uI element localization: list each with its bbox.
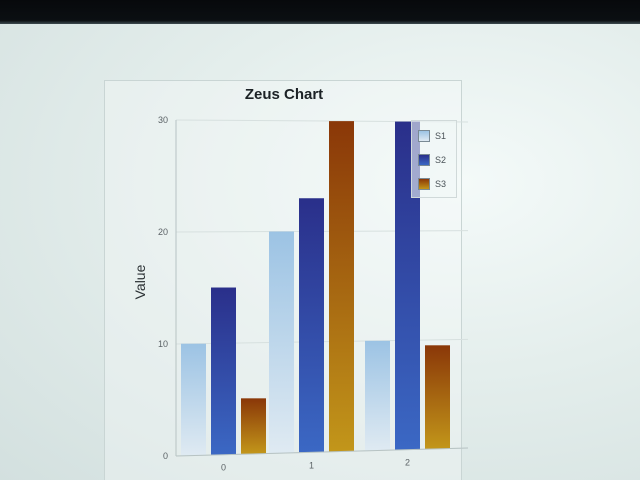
axis-layer: 0 10 20 30 0 1 2 xyxy=(158,115,469,473)
legend-label-s2: S2 xyxy=(435,155,447,165)
legend-swatch-s2 xyxy=(418,154,430,166)
legend-label-s1: S1 xyxy=(435,131,447,141)
bar-s2-cat-0 xyxy=(211,287,236,455)
y-tick-label-20: 20 xyxy=(158,227,168,237)
y-tick-label-30: 30 xyxy=(158,115,168,125)
x-tick-label-0: 0 xyxy=(221,463,226,473)
bar-s3-cat-1 xyxy=(329,121,354,452)
bar-s1-cat-1 xyxy=(269,231,294,454)
bar-layer xyxy=(181,121,450,456)
legend-swatch-s1 xyxy=(418,130,430,142)
legend-swatch-s3 xyxy=(418,178,430,190)
x-tick-label-1: 1 xyxy=(309,460,314,470)
bar-s1-cat-0 xyxy=(181,343,206,456)
y-tick-label-0: 0 xyxy=(163,451,168,461)
legend-item-s2: S2 xyxy=(418,153,446,167)
y-tick-label-10: 10 xyxy=(158,339,168,349)
legend-item-s3: S3 xyxy=(418,177,446,191)
bar-s2-cat-1 xyxy=(299,198,324,453)
bar-s3-cat-2 xyxy=(425,345,450,449)
dark-top-band xyxy=(0,0,640,24)
chart-title: Zeus Chart xyxy=(244,86,324,103)
legend-label-s3: S3 xyxy=(435,179,447,189)
x-tick-label-2: 2 xyxy=(405,458,410,468)
legend-item-s1: S1 xyxy=(418,129,446,143)
bar-s3-cat-0 xyxy=(241,398,266,454)
x-axis-line xyxy=(175,447,469,457)
legend: S1 S2 S3 xyxy=(411,120,457,198)
bar-s1-cat-2 xyxy=(365,340,390,451)
